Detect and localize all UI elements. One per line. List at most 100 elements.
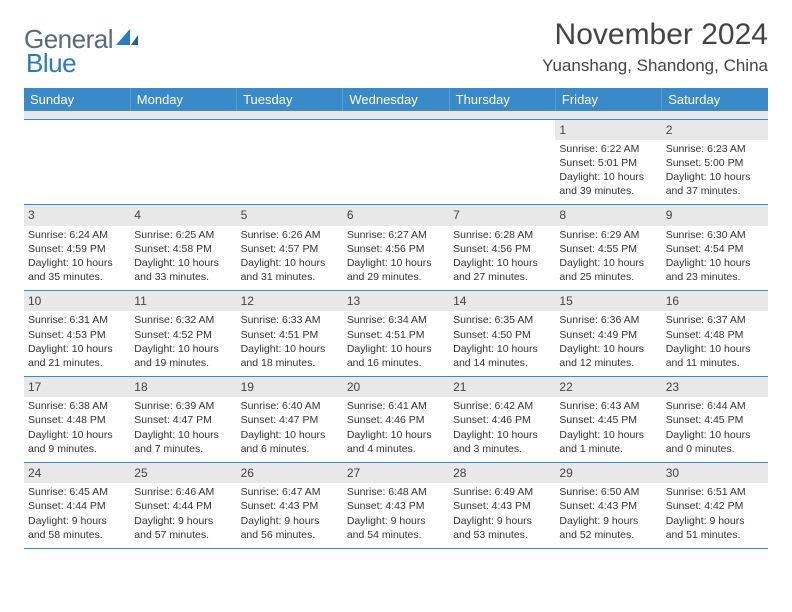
day-cell: 29Sunrise: 6:50 AMSunset: 4:43 PMDayligh… bbox=[555, 463, 661, 549]
day-cell: 1Sunrise: 6:22 AMSunset: 5:01 PMDaylight… bbox=[555, 119, 661, 205]
day-d2: and 35 minutes. bbox=[28, 270, 126, 284]
day-number: 12 bbox=[237, 291, 343, 311]
day-ss: Sunset: 4:58 PM bbox=[134, 242, 232, 256]
day-d1: Daylight: 10 hours bbox=[666, 256, 764, 270]
day-number: 10 bbox=[24, 291, 130, 311]
day-cell: 21Sunrise: 6:42 AMSunset: 4:46 PMDayligh… bbox=[449, 377, 555, 463]
col-sat: Saturday bbox=[662, 88, 768, 111]
day-d2: and 7 minutes. bbox=[134, 442, 232, 456]
day-d1: Daylight: 10 hours bbox=[453, 428, 551, 442]
day-number: 8 bbox=[555, 205, 661, 225]
day-ss: Sunset: 4:43 PM bbox=[453, 499, 551, 513]
day-cell: 19Sunrise: 6:40 AMSunset: 4:47 PMDayligh… bbox=[237, 377, 343, 463]
day-cell bbox=[237, 119, 343, 205]
day-sr: Sunrise: 6:28 AM bbox=[453, 228, 551, 242]
day-ss: Sunset: 4:51 PM bbox=[241, 328, 339, 342]
day-ss: Sunset: 4:47 PM bbox=[134, 413, 232, 427]
location: Yuanshang, Shandong, China bbox=[542, 56, 768, 76]
col-tue: Tuesday bbox=[237, 88, 343, 111]
day-ss: Sunset: 4:44 PM bbox=[28, 499, 126, 513]
day-d2: and 6 minutes. bbox=[241, 442, 339, 456]
day-d2: and 29 minutes. bbox=[347, 270, 445, 284]
day-d2: and 9 minutes. bbox=[28, 442, 126, 456]
day-d2: and 53 minutes. bbox=[453, 528, 551, 542]
day-d1: Daylight: 10 hours bbox=[559, 342, 657, 356]
day-ss: Sunset: 4:47 PM bbox=[241, 413, 339, 427]
day-ss: Sunset: 4:48 PM bbox=[28, 413, 126, 427]
day-sr: Sunrise: 6:49 AM bbox=[453, 485, 551, 499]
day-ss: Sunset: 4:59 PM bbox=[28, 242, 126, 256]
day-number: 29 bbox=[555, 463, 661, 483]
day-sr: Sunrise: 6:40 AM bbox=[241, 399, 339, 413]
day-sr: Sunrise: 6:27 AM bbox=[347, 228, 445, 242]
day-number: 4 bbox=[130, 205, 236, 225]
spacer-row bbox=[24, 111, 768, 119]
day-cell bbox=[24, 119, 130, 205]
day-d2: and 18 minutes. bbox=[241, 356, 339, 370]
day-d2: and 0 minutes. bbox=[666, 442, 764, 456]
day-header-row: Sunday Monday Tuesday Wednesday Thursday… bbox=[24, 88, 768, 111]
day-cell: 2Sunrise: 6:23 AMSunset: 5:00 PMDaylight… bbox=[662, 119, 768, 205]
day-ss: Sunset: 4:56 PM bbox=[453, 242, 551, 256]
day-d2: and 33 minutes. bbox=[134, 270, 232, 284]
day-cell: 15Sunrise: 6:36 AMSunset: 4:49 PMDayligh… bbox=[555, 291, 661, 377]
day-d2: and 25 minutes. bbox=[559, 270, 657, 284]
day-cell: 5Sunrise: 6:26 AMSunset: 4:57 PMDaylight… bbox=[237, 205, 343, 291]
day-ss: Sunset: 4:42 PM bbox=[666, 499, 764, 513]
day-d1: Daylight: 9 hours bbox=[666, 514, 764, 528]
day-ss: Sunset: 4:51 PM bbox=[347, 328, 445, 342]
day-sr: Sunrise: 6:48 AM bbox=[347, 485, 445, 499]
day-number: 21 bbox=[449, 377, 555, 397]
day-d2: and 23 minutes. bbox=[666, 270, 764, 284]
day-d2: and 52 minutes. bbox=[559, 528, 657, 542]
day-d2: and 11 minutes. bbox=[666, 356, 764, 370]
day-number: 6 bbox=[343, 205, 449, 225]
logo-blue-wrap: Blue bbox=[26, 48, 76, 79]
day-number: 2 bbox=[662, 120, 768, 140]
day-number: 11 bbox=[130, 291, 236, 311]
day-d1: Daylight: 10 hours bbox=[134, 342, 232, 356]
day-number: 16 bbox=[662, 291, 768, 311]
day-d2: and 51 minutes. bbox=[666, 528, 764, 542]
day-cell: 30Sunrise: 6:51 AMSunset: 4:42 PMDayligh… bbox=[662, 463, 768, 549]
day-number: 15 bbox=[555, 291, 661, 311]
day-number: 25 bbox=[130, 463, 236, 483]
day-d1: Daylight: 10 hours bbox=[134, 256, 232, 270]
day-d2: and 16 minutes. bbox=[347, 356, 445, 370]
day-cell: 13Sunrise: 6:34 AMSunset: 4:51 PMDayligh… bbox=[343, 291, 449, 377]
day-ss: Sunset: 4:50 PM bbox=[453, 328, 551, 342]
day-d2: and 14 minutes. bbox=[453, 356, 551, 370]
day-d1: Daylight: 10 hours bbox=[559, 256, 657, 270]
day-cell: 7Sunrise: 6:28 AMSunset: 4:56 PMDaylight… bbox=[449, 205, 555, 291]
day-cell: 9Sunrise: 6:30 AMSunset: 4:54 PMDaylight… bbox=[662, 205, 768, 291]
day-cell: 4Sunrise: 6:25 AMSunset: 4:58 PMDaylight… bbox=[130, 205, 236, 291]
day-d2: and 19 minutes. bbox=[134, 356, 232, 370]
day-sr: Sunrise: 6:47 AM bbox=[241, 485, 339, 499]
day-sr: Sunrise: 6:38 AM bbox=[28, 399, 126, 413]
day-cell: 28Sunrise: 6:49 AMSunset: 4:43 PMDayligh… bbox=[449, 463, 555, 549]
week-row: 24 Sunrise: 6:45 AMSunset: 4:44 PM Dayligh… bbox=[24, 463, 768, 549]
day-cell bbox=[130, 119, 236, 205]
day-cell: 16Sunrise: 6:37 AMSunset: 4:48 PMDayligh… bbox=[662, 291, 768, 377]
day-cell: 11Sunrise: 6:32 AMSunset: 4:52 PMDayligh… bbox=[130, 291, 236, 377]
day-number: 24 bbox=[24, 463, 130, 483]
day-d1: Daylight: 10 hours bbox=[666, 428, 764, 442]
week-row: 3Sunrise: 6:24 AMSunset: 4:59 PMDaylight… bbox=[24, 205, 768, 291]
day-sr: Sunrise: 6:43 AM bbox=[559, 399, 657, 413]
day-sr: Sunrise: 6:45 AM bbox=[28, 485, 126, 499]
title-block: November 2024 Yuanshang, Shandong, China bbox=[542, 18, 768, 76]
day-number: 19 bbox=[237, 377, 343, 397]
day-cell bbox=[449, 119, 555, 205]
day-d1: Daylight: 10 hours bbox=[559, 170, 657, 184]
day-d2: and 3 minutes. bbox=[453, 442, 551, 456]
day-ss: Sunset: 4:43 PM bbox=[241, 499, 339, 513]
day-d2: and 39 minutes. bbox=[559, 184, 657, 198]
day-sr: Sunrise: 6:46 AM bbox=[134, 485, 232, 499]
day-sr: Sunrise: 6:23 AM bbox=[666, 142, 764, 156]
day-cell: 6Sunrise: 6:27 AMSunset: 4:56 PMDaylight… bbox=[343, 205, 449, 291]
day-ss: Sunset: 4:54 PM bbox=[666, 242, 764, 256]
day-cell: 26Sunrise: 6:47 AMSunset: 4:43 PMDayligh… bbox=[237, 463, 343, 549]
day-ss: Sunset: 4:53 PM bbox=[28, 328, 126, 342]
day-cell: 24Sunrise: 6:45 AMSunset: 4:44 PMDayligh… bbox=[24, 463, 130, 549]
day-sr: Sunrise: 6:37 AM bbox=[666, 313, 764, 327]
